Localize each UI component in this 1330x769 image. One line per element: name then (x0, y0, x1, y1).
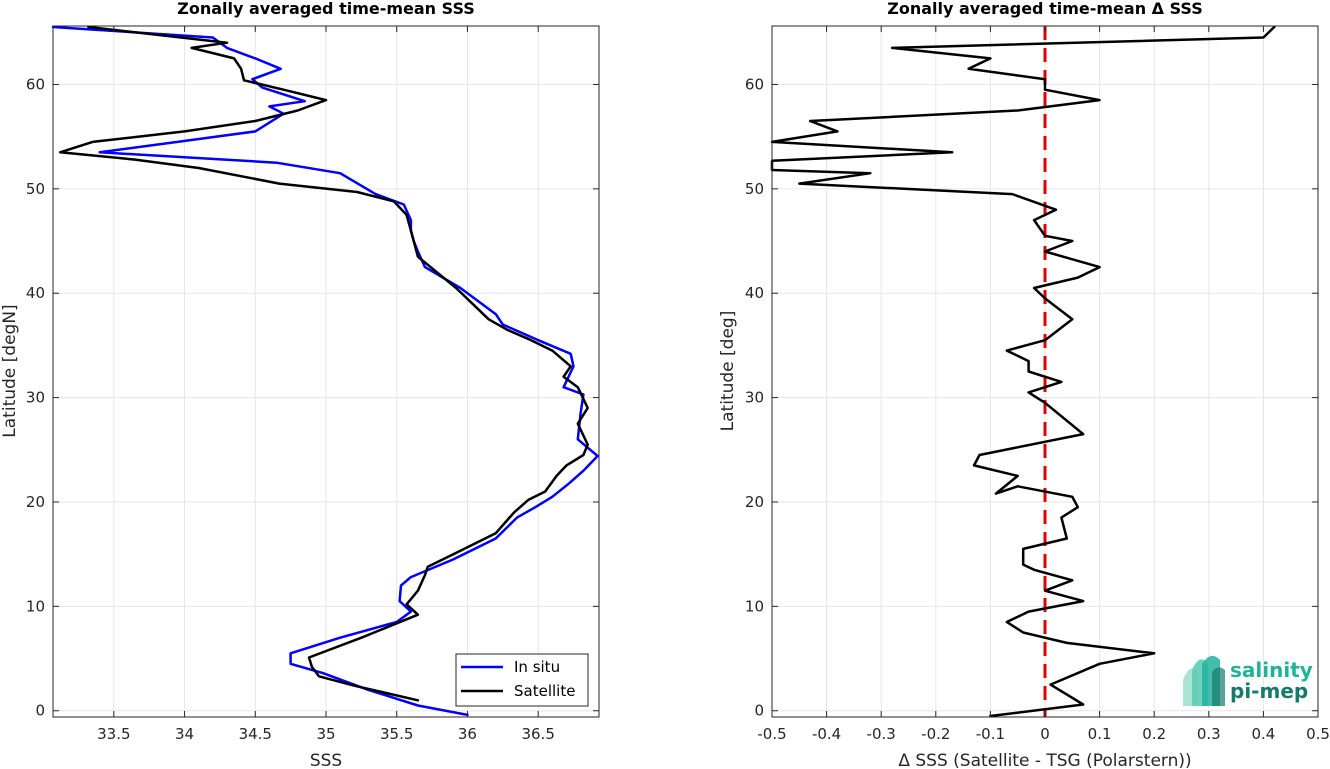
left-x-tick-label: 33.5 (97, 725, 130, 743)
left-series-line-satellite (58, 25, 589, 702)
right-y-tick-label: 0 (754, 702, 764, 720)
right-y-tick-label: 20 (745, 493, 764, 511)
logo-text-pi-mep: pi-mep (1230, 679, 1308, 703)
right-x-tick-label: 0 (1040, 725, 1050, 743)
right-x-tick-label: -0.5 (757, 725, 786, 743)
right-y-tick-label: 10 (745, 597, 764, 615)
right-series-line-delta-sss (770, 25, 1276, 718)
right-x-axis-label: Δ SSS (Satellite - TSG (Polarstern)) (898, 751, 1191, 769)
left-x-tick-label: 36 (458, 725, 477, 743)
wave-shape-4 (1212, 667, 1225, 706)
logo-text-salinity: salinity (1230, 658, 1313, 682)
right-x-ticks: -0.5 -0.4 -0.3 -0.2 -0.1 0 0.1 0.2 0.3 0.4 0.5 (757, 26, 1330, 743)
right-y-tick-label: 50 (745, 180, 764, 198)
left-chart-title: Zonally averaged time-mean SSS (177, 0, 475, 18)
left-x-tick-label: 34 (175, 725, 194, 743)
left-y-tick-label: 60 (26, 75, 45, 93)
left-grid (53, 26, 599, 717)
left-y-tick-label: 20 (26, 493, 45, 511)
right-chart-title: Zonally averaged time-mean Δ SSS (887, 0, 1203, 18)
right-x-tick-label: 0.2 (1142, 725, 1166, 743)
legend-in-situ-label: In situ (514, 658, 560, 676)
wave-logo-icon (1183, 655, 1225, 706)
left-y-axis-label: Latitude [degN] (0, 304, 20, 437)
right-x-tick-label: -0.1 (976, 725, 1005, 743)
right-x-tick-label: -0.3 (867, 725, 896, 743)
left-y-ticks: 0 10 20 30 40 50 60 (26, 75, 599, 720)
left-x-ticks: 33.5 34 34.5 35 35.5 36 36.5 (97, 26, 555, 743)
right-y-axis-label: Latitude [deg] (718, 311, 738, 432)
left-y-tick-label: 10 (26, 597, 45, 615)
left-series-line-in-situ (51, 25, 599, 717)
right-x-tick-label: 0.3 (1197, 725, 1221, 743)
right-x-tick-label: 0.5 (1306, 725, 1330, 743)
left-y-tick-label: 0 (35, 702, 45, 720)
right-x-tick-label: -0.2 (921, 725, 950, 743)
left-x-axis-label: SSS (310, 751, 342, 769)
left-x-tick-label: 34.5 (239, 725, 272, 743)
left-x-tick-label: 35.5 (380, 725, 413, 743)
right-series-group (770, 25, 1276, 718)
legend: In situ Satellite (455, 653, 589, 707)
right-x-tick-label: 0.1 (1088, 725, 1112, 743)
left-y-tick-label: 30 (26, 389, 45, 407)
left-chart-sss: 33.5 34 34.5 35 35.5 36 36.5 0 10 20 30 40 50 60 Zon… (0, 0, 600, 769)
legend-box (455, 653, 589, 707)
right-chart-delta-sss: -0.5 -0.4 -0.3 -0.2 -0.1 0 0.1 0.2 0.3 0.4 0.5 0 10… (718, 0, 1330, 769)
right-x-tick-label: -0.4 (812, 725, 841, 743)
right-y-ticks: 0 10 20 30 40 50 60 (745, 75, 1318, 720)
left-y-tick-label: 40 (26, 284, 45, 302)
left-series-group (51, 25, 599, 717)
right-y-tick-label: 60 (745, 75, 764, 93)
right-y-tick-label: 40 (745, 284, 764, 302)
left-y-tick-label: 50 (26, 180, 45, 198)
legend-satellite-label: Satellite (514, 682, 575, 700)
left-x-tick-label: 36.5 (521, 725, 554, 743)
right-x-tick-label: 0.4 (1251, 725, 1275, 743)
right-y-tick-label: 30 (745, 389, 764, 407)
left-x-tick-label: 35 (316, 725, 335, 743)
salinity-pi-mep-logo: salinity pi-mep (1183, 655, 1313, 706)
